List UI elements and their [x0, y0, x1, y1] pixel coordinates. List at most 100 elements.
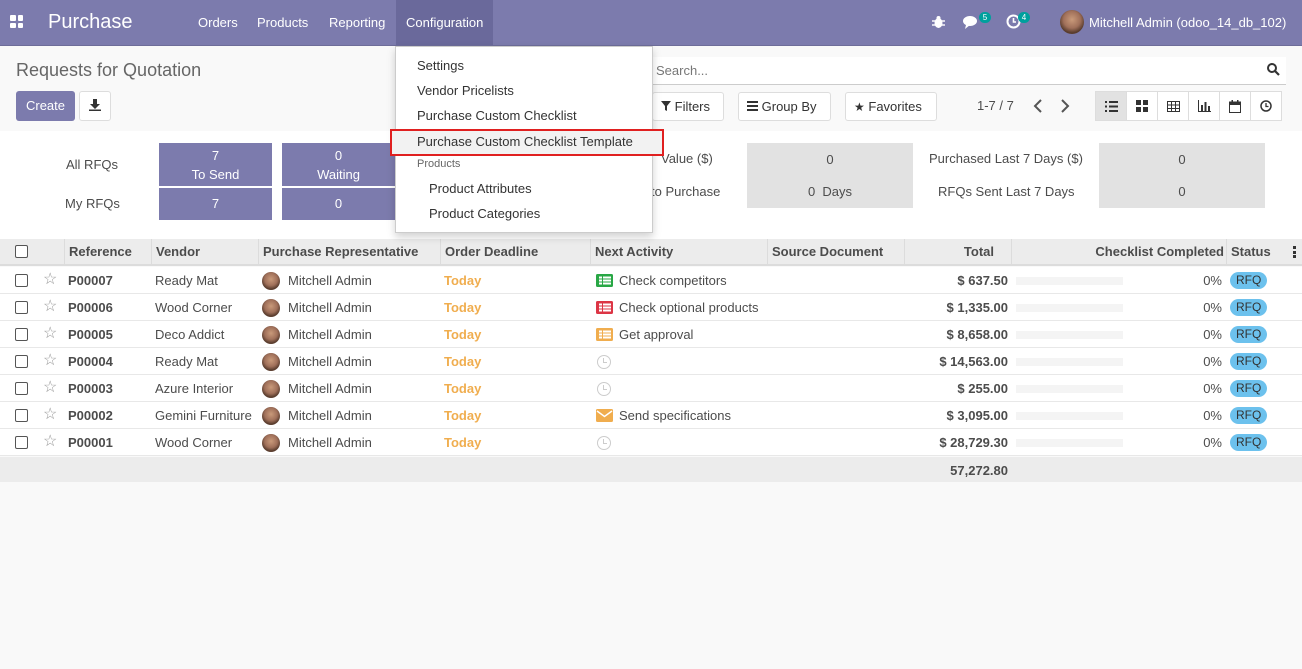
favorites-button[interactable]: ★ Favorites: [845, 92, 937, 121]
search-icon[interactable]: [1267, 63, 1280, 76]
to-send-label: To Send: [191, 167, 240, 182]
group-by-button[interactable]: Group By: [738, 92, 831, 121]
select-all-checkbox[interactable]: [15, 245, 28, 258]
clock-icon[interactable]: [597, 382, 611, 396]
messages-count-badge: 5: [979, 12, 991, 23]
priority-star-icon[interactable]: ☆: [43, 379, 58, 396]
next-activity-cell: Send specifications: [619, 408, 732, 423]
vendor-cell: Wood Corner: [155, 435, 233, 450]
representative-cell: Mitchell Admin: [288, 327, 372, 342]
row-checkbox[interactable]: [15, 382, 28, 395]
header-source-document[interactable]: Source Document: [767, 239, 905, 264]
menu-products[interactable]: Products: [257, 15, 309, 30]
menu-reporting[interactable]: Reporting: [329, 15, 386, 30]
header-reference[interactable]: Reference: [64, 239, 152, 264]
menu-item-vendor-pricelists[interactable]: Vendor Pricelists: [417, 83, 514, 98]
table-row[interactable]: ☆ P00004 Ready Mat Mitchell Admin Today …: [0, 348, 1302, 375]
create-button[interactable]: Create: [16, 91, 75, 121]
app-name[interactable]: Purchase: [48, 11, 133, 33]
checklist-percent-cell: 0%: [1203, 327, 1222, 342]
menu-item-purchase-custom-checklist[interactable]: Purchase Custom Checklist: [417, 108, 577, 123]
menu-item-purchase-custom-checklist-template[interactable]: Purchase Custom Checklist Template: [390, 129, 664, 156]
messages-icon[interactable]: [963, 15, 980, 29]
status-badge: RFQ: [1230, 299, 1268, 316]
export-button[interactable]: [79, 91, 111, 121]
menu-configuration[interactable]: Configuration: [396, 0, 493, 45]
filters-button[interactable]: Filters: [652, 92, 724, 121]
table-row[interactable]: ☆ P00003 Azure Interior Mitchell Admin T…: [0, 375, 1302, 402]
priority-star-icon[interactable]: ☆: [43, 433, 58, 450]
row-checkbox[interactable]: [15, 301, 28, 314]
table-row[interactable]: ☆ P00002 Gemini Furniture Mitchell Admin…: [0, 402, 1302, 429]
calendar-view-icon[interactable]: [1219, 91, 1251, 121]
reference-cell: P00003: [68, 381, 113, 396]
star-icon: ★: [854, 100, 865, 114]
checklist-percent-cell: 0%: [1203, 381, 1222, 396]
bug-icon[interactable]: [932, 15, 945, 29]
apps-menu-icon[interactable]: [10, 15, 23, 28]
representative-cell: Mitchell Admin: [288, 435, 372, 450]
activity-list-icon[interactable]: [596, 274, 613, 287]
avg-order-value-label: Value ($): [661, 151, 713, 166]
pager-next-icon[interactable]: [1060, 99, 1070, 113]
row-checkbox[interactable]: [15, 355, 28, 368]
row-checkbox[interactable]: [15, 409, 28, 422]
priority-star-icon[interactable]: ☆: [43, 271, 58, 288]
optional-columns-icon[interactable]: [1293, 246, 1296, 258]
priority-star-icon[interactable]: ☆: [43, 325, 58, 342]
menu-item-product-categories[interactable]: Product Categories: [429, 206, 541, 221]
menu-orders[interactable]: Orders: [198, 15, 238, 30]
table-row[interactable]: ☆ P00001 Wood Corner Mitchell Admin Toda…: [0, 429, 1302, 456]
row-checkbox[interactable]: [15, 436, 28, 449]
representative-cell: Mitchell Admin: [288, 381, 372, 396]
waiting-label: Waiting: [317, 167, 360, 182]
user-avatar[interactable]: [1060, 10, 1084, 34]
my-to-send-tile[interactable]: 7: [159, 188, 272, 220]
clock-icon[interactable]: [597, 436, 611, 450]
table-row[interactable]: ☆ P00007 Ready Mat Mitchell Admin Today …: [0, 267, 1302, 294]
vendor-cell: Deco Addict: [155, 327, 225, 342]
priority-star-icon[interactable]: ☆: [43, 352, 58, 369]
header-total[interactable]: Total: [904, 239, 1012, 264]
filters-label: Filters: [674, 99, 711, 114]
header-next-activity[interactable]: Next Activity: [590, 239, 768, 264]
kanban-view-icon[interactable]: [1126, 91, 1158, 121]
pivot-view-icon[interactable]: [1157, 91, 1189, 121]
menu-item-settings[interactable]: Settings: [417, 58, 464, 73]
priority-star-icon[interactable]: ☆: [43, 298, 58, 315]
header-order-deadline[interactable]: Order Deadline: [440, 239, 591, 264]
menu-item-product-attributes[interactable]: Product Attributes: [429, 181, 532, 196]
list-view-icon[interactable]: [1095, 91, 1127, 121]
status-badge: RFQ: [1230, 407, 1268, 424]
deadline-cell: Today: [444, 354, 482, 369]
header-vendor[interactable]: Vendor: [151, 239, 259, 264]
my-waiting-tile[interactable]: 0: [282, 188, 395, 220]
row-checkbox[interactable]: [15, 274, 28, 287]
representative-avatar: [262, 407, 280, 425]
table-row[interactable]: ☆ P00005 Deco Addict Mitchell Admin Toda…: [0, 321, 1302, 348]
user-menu[interactable]: Mitchell Admin (odoo_14_db_102): [1089, 15, 1287, 30]
activity-list-icon[interactable]: [596, 301, 613, 314]
checklist-progress-bar: [1016, 277, 1123, 285]
checklist-percent-cell: 0%: [1203, 273, 1222, 288]
envelope-icon[interactable]: [596, 409, 613, 422]
header-purchase-representative[interactable]: Purchase Representative: [258, 239, 441, 264]
avg-order-value: 0: [747, 143, 913, 176]
waiting-tile[interactable]: 0 Waiting: [282, 143, 395, 186]
vendor-cell: Ready Mat: [155, 273, 218, 288]
graph-view-icon[interactable]: [1188, 91, 1220, 121]
pager-value[interactable]: 1-7 / 7: [977, 98, 1014, 113]
pager-previous-icon[interactable]: [1033, 99, 1043, 113]
priority-star-icon[interactable]: ☆: [43, 406, 58, 423]
clock-icon[interactable]: [597, 355, 611, 369]
activity-list-icon[interactable]: [596, 328, 613, 341]
header-checklist-completed[interactable]: Checklist Completed: [1011, 239, 1227, 264]
to-send-tile[interactable]: 7 To Send: [159, 143, 272, 186]
table-row[interactable]: ☆ P00006 Wood Corner Mitchell Admin Toda…: [0, 294, 1302, 321]
representative-avatar: [262, 353, 280, 371]
activity-view-icon[interactable]: [1250, 91, 1282, 121]
header-status[interactable]: Status: [1226, 239, 1286, 264]
search-input[interactable]: [648, 57, 1248, 83]
reference-cell: P00002: [68, 408, 113, 423]
row-checkbox[interactable]: [15, 328, 28, 341]
